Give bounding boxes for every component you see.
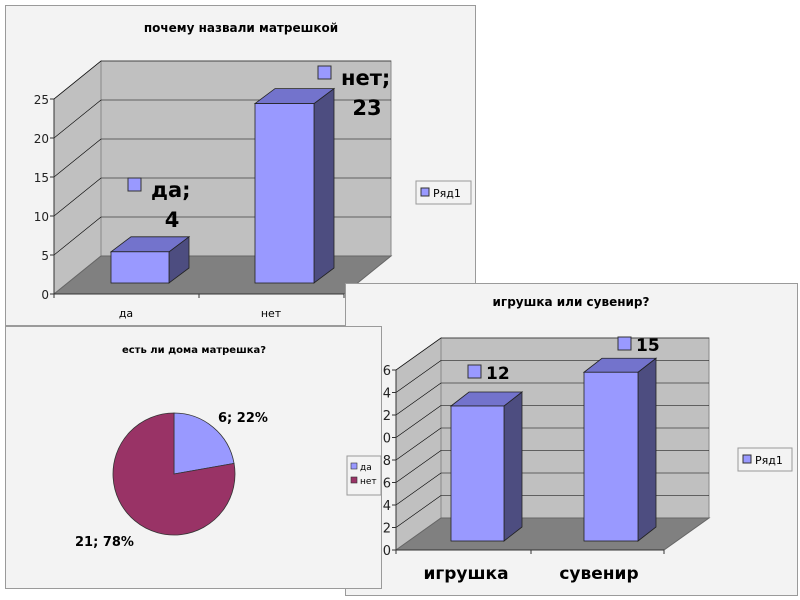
- chart-panel-toy-or-souvenir[interactable]: игрушка или сувенир? 0 2 4 6 8 10 12 14 16 игрушка…: [345, 283, 798, 596]
- y-tick-label: 25: [34, 93, 49, 107]
- chart-panel-matryoshka-at-home[interactable]: есть ли дома матрешка? 6; 22% 21; 78% да нет: [5, 326, 382, 589]
- data-label: нет;: [341, 66, 390, 90]
- legend: [415, 180, 472, 205]
- gridline: [53, 99, 102, 139]
- legend: [737, 447, 793, 472]
- gridline: [395, 382, 442, 416]
- bar-да: [110, 251, 170, 284]
- back-wall: [100, 60, 392, 257]
- legend-label: Ряд1: [433, 187, 461, 200]
- chart-plot: есть ли дома матрешка? 6; 22% 21; 78% да нет: [75, 345, 381, 550]
- data-label: 4: [165, 208, 180, 232]
- y-tick-label: 0: [41, 288, 49, 302]
- y-tick-label: 5: [41, 249, 49, 263]
- data-label-marker: [127, 177, 142, 192]
- chart-title: есть ли дома матрешка?: [122, 345, 266, 356]
- data-label: да;: [151, 178, 191, 202]
- bar-нет: [254, 103, 315, 284]
- gridline: [395, 427, 442, 461]
- gridline: [53, 216, 102, 256]
- y-tick-label: 0: [383, 544, 391, 559]
- chart-toy-or-souvenir: игрушка или сувенир?0246810121416игрушка…: [374, 295, 793, 584]
- x-category-label: игрушка: [423, 564, 508, 584]
- data-label-marker: [467, 364, 482, 379]
- gridline: [53, 60, 102, 100]
- data-label: 21; 78%: [75, 535, 134, 550]
- gridline: [395, 472, 442, 506]
- x-category-label: да: [119, 307, 133, 320]
- gridline: [395, 360, 442, 393]
- x-category-label: сувенир: [559, 564, 638, 584]
- chart-title: почему назвали матрешкой: [144, 21, 338, 35]
- gridline: [395, 337, 442, 371]
- legend-swatch: [742, 454, 752, 464]
- y-tick-label: 2: [383, 522, 391, 537]
- legend-label: нет: [360, 477, 377, 487]
- chart-panel-why-matryoshka[interactable]: почему назвали матрешкой 0 5 10 15 20 25 да да; 4…: [5, 5, 476, 326]
- gridline: [395, 495, 442, 528]
- y-tick-label: 4: [383, 499, 391, 514]
- pie-slice-нет: [112, 412, 236, 536]
- y-tick-label: 10: [34, 210, 49, 224]
- legend-label: да: [360, 463, 372, 473]
- bar-сувенир: [583, 371, 639, 542]
- data-label-marker: [617, 336, 632, 351]
- bar-side-сувенир: [637, 357, 657, 542]
- data-label: 12: [486, 364, 510, 384]
- chart-why-matryoshka: почему назвали матрешкой 0 5 10 15 20 25 да да; 4…: [34, 21, 472, 320]
- x-category-label: нет: [261, 307, 282, 320]
- data-label: 15: [636, 336, 660, 356]
- side-wall: [53, 59, 102, 296]
- data-label: 6; 22%: [218, 411, 268, 426]
- legend-swatch: [420, 187, 430, 197]
- gridline: [395, 450, 442, 483]
- y-tick-label: 8: [383, 454, 391, 469]
- floor: [394, 517, 711, 551]
- bar-side-игрушка: [503, 391, 523, 542]
- bar-игрушка: [450, 405, 505, 542]
- legend-swatch: [350, 462, 358, 470]
- pie-slice-да: [173, 412, 235, 475]
- chart-matryoshka-at-home: есть ли дома матрешка? 6; 22% 21; 78% да нет: [75, 345, 381, 550]
- y-tick-label: 20: [34, 132, 49, 146]
- bar-side-нет: [313, 87, 335, 284]
- gridline: [53, 138, 102, 178]
- chart-plot: почему назвали матрешкой 0 5 10 15 20 25 да да; 4…: [34, 21, 472, 320]
- gridline: [53, 177, 102, 217]
- y-tick-label: 6: [383, 477, 391, 492]
- gridline: [395, 405, 442, 438]
- legend-swatch: [350, 476, 358, 484]
- chart-plot: игрушка или сувенир?0246810121416игрушка…: [374, 295, 793, 584]
- legend-label: Ряд1: [755, 454, 783, 467]
- legend: [346, 455, 381, 496]
- floor: [52, 255, 393, 295]
- data-label-marker: [317, 65, 332, 80]
- chart-title: игрушка или сувенир?: [493, 295, 650, 309]
- y-tick-label: 15: [34, 171, 49, 185]
- data-label: 23: [352, 96, 381, 120]
